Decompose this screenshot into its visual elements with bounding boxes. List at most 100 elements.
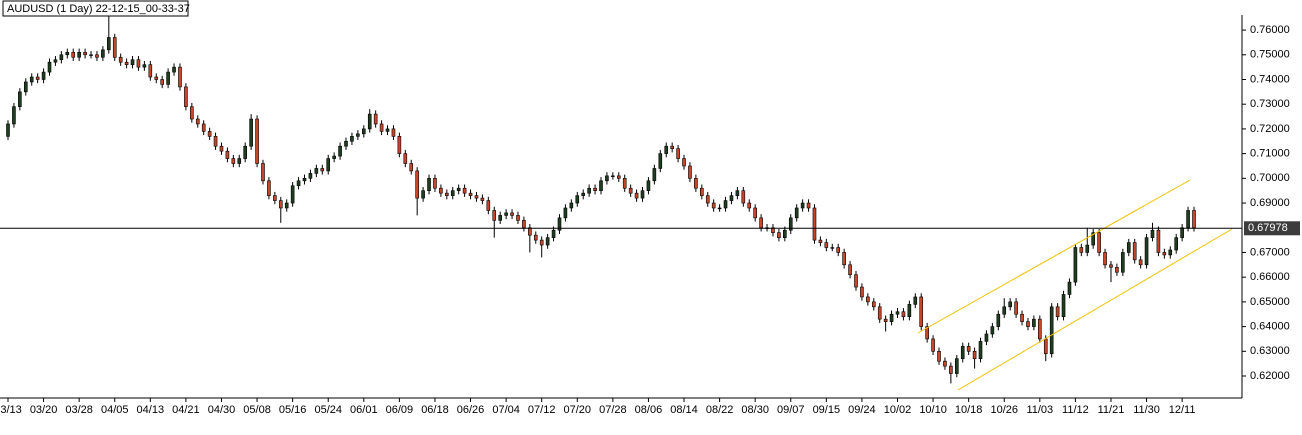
candle-body: [533, 234, 538, 241]
x-tick-label: 04/05: [101, 404, 129, 416]
candle-body: [1020, 313, 1024, 322]
candle-body: [539, 239, 544, 246]
candle-body: [71, 52, 76, 58]
x-tick-label: 04/13: [137, 404, 165, 416]
candle-body: [1067, 281, 1072, 295]
x-tick-label: 05/16: [279, 404, 307, 416]
candle-body: [913, 296, 918, 305]
candle-body: [439, 187, 443, 194]
y-tick-label: 0.63000: [1250, 345, 1290, 357]
candle-body: [806, 202, 811, 209]
candle-body: [522, 220, 526, 229]
candle-body: [468, 192, 473, 196]
candle-body: [12, 106, 16, 125]
candle-body: [794, 207, 799, 219]
candle-body: [314, 168, 319, 174]
y-tick-label: 0.76000: [1250, 24, 1290, 36]
candle-body: [700, 187, 704, 196]
candle-body: [89, 54, 93, 56]
candle-body: [954, 358, 959, 374]
candle-body: [35, 76, 40, 80]
candle-body: [480, 197, 485, 201]
candle-body: [261, 163, 265, 182]
candle-body: [783, 229, 787, 238]
candle-body: [1121, 252, 1125, 273]
candle-body: [421, 190, 425, 199]
candle-body: [1192, 210, 1196, 229]
candle-body: [462, 187, 467, 194]
candle-body: [136, 59, 141, 68]
candle-body: [575, 195, 580, 204]
x-tick-label: 05/24: [314, 404, 342, 416]
candle-body: [41, 71, 46, 80]
candle-body: [824, 242, 829, 248]
candle-body: [356, 133, 360, 137]
candle-body: [53, 59, 58, 63]
candle-body: [450, 190, 455, 196]
candle-body: [711, 202, 716, 209]
candle-body: [373, 113, 378, 125]
candle-body: [415, 170, 419, 199]
candle-body: [705, 195, 710, 204]
x-tick-label: 06/18: [421, 404, 449, 416]
candle-body: [130, 59, 135, 65]
candle-body: [296, 180, 301, 187]
x-tick-label: 11/21: [1098, 404, 1125, 416]
candle-body: [344, 140, 348, 147]
candle-body: [201, 123, 206, 132]
candle-body: [670, 145, 674, 149]
candle-body: [628, 187, 633, 194]
candle-body: [634, 192, 639, 199]
x-tick-label: 10/26: [990, 404, 1018, 416]
candle-body: [172, 66, 176, 73]
candle-body: [23, 81, 28, 93]
candle-body: [664, 145, 669, 154]
candle-body: [6, 123, 10, 137]
plot-area: [6, 15, 1196, 384]
y-tick-label: 0.75000: [1250, 49, 1290, 61]
candle-body: [1162, 252, 1167, 256]
candle-body: [658, 153, 663, 169]
candle-body: [889, 313, 894, 322]
x-tick-label: 06/26: [457, 404, 485, 416]
candle-body: [1038, 318, 1042, 340]
x-tick-label: 09/15: [813, 404, 841, 416]
y-tick-label: 0.73000: [1250, 98, 1290, 110]
channel-lower: [957, 228, 1233, 391]
candle-body: [29, 76, 34, 83]
candle-body: [1138, 259, 1143, 266]
x-tick-label: 08/14: [670, 404, 698, 416]
candle-body: [943, 360, 947, 367]
candle-body: [605, 175, 609, 182]
candle-body: [1156, 229, 1161, 253]
candle-body: [990, 326, 995, 335]
y-tick-label: 0.69000: [1250, 197, 1290, 209]
candle-body: [1032, 318, 1036, 327]
y-tick-label: 0.71000: [1250, 148, 1290, 160]
candle-body: [753, 207, 757, 219]
candle-body: [308, 173, 313, 179]
x-tick-label: 08/30: [741, 404, 769, 416]
x-tick-label: 04/21: [172, 404, 200, 416]
candle-body: [1091, 232, 1095, 246]
candle-body: [255, 118, 259, 164]
candle-body: [599, 180, 603, 191]
candle-body: [676, 148, 680, 159]
x-tick-label: 12/11: [1169, 404, 1196, 416]
candle-body: [213, 136, 218, 147]
candle-body: [278, 200, 283, 209]
candle-body: [860, 286, 864, 298]
candle-body: [237, 158, 242, 164]
candle-body: [231, 158, 236, 164]
candle-body: [59, 54, 64, 61]
candle-body: [101, 49, 105, 58]
candle-body: [528, 227, 532, 236]
candle-body: [302, 178, 307, 182]
candle-body: [569, 202, 574, 209]
candle-body: [812, 207, 817, 241]
y-tick-label: 0.65000: [1250, 296, 1290, 308]
candle-body: [937, 350, 941, 362]
candle-body: [616, 175, 621, 179]
candle-body: [871, 301, 876, 308]
